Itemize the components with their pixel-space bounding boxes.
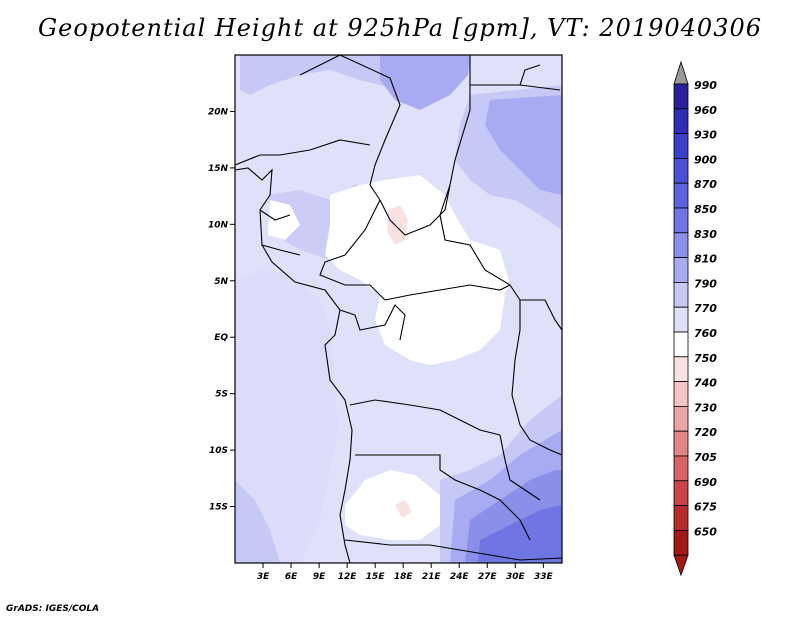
tanzania-border bbox=[499, 434, 541, 501]
colorbar-swatch bbox=[673, 83, 689, 110]
colorbar-swatch bbox=[673, 356, 689, 382]
colorbar-label: 870 bbox=[694, 178, 717, 191]
colorbar-swatch bbox=[673, 331, 689, 358]
colorbar: 990 960 930 900 870 850 830 810 790 770 760 750 740 7… bbox=[673, 60, 717, 577]
x-tick-label: 24E bbox=[450, 572, 470, 582]
colorbar-top-arrow bbox=[673, 60, 689, 85]
colorbar-swatch bbox=[673, 480, 689, 506]
field-pink-750-a bbox=[387, 205, 408, 245]
colorbar-swatch bbox=[673, 182, 689, 209]
colorbar-label: 830 bbox=[694, 228, 717, 241]
colorbar-swatch bbox=[673, 207, 689, 234]
field-pink-750-b bbox=[395, 500, 412, 518]
y-tick-label: 5S bbox=[215, 390, 228, 400]
colorbar-label: 960 bbox=[694, 104, 717, 117]
colorbar-label: 850 bbox=[694, 203, 717, 216]
y-tick-label: 15S bbox=[209, 503, 228, 513]
chad-border bbox=[379, 184, 451, 236]
map-frame bbox=[234, 54, 563, 564]
x-tick-label: 21E bbox=[422, 572, 442, 582]
x-tick-label: 12E bbox=[338, 572, 358, 582]
colorbar-label: 790 bbox=[694, 277, 717, 290]
colorbar-swatch bbox=[673, 108, 689, 135]
colorbar-swatch bbox=[673, 381, 689, 407]
grads-credit: GrADS: IGES/COLA bbox=[6, 604, 100, 614]
colorbar-label: 690 bbox=[694, 476, 717, 489]
field-se-870 bbox=[478, 505, 562, 563]
colorbar-swatch bbox=[673, 505, 689, 531]
y-tick-label: 10S bbox=[209, 446, 228, 456]
colorbar-bottom-arrow bbox=[673, 554, 689, 577]
colorbar-label: 730 bbox=[694, 401, 717, 414]
field-sw-810 bbox=[235, 480, 280, 563]
boundaries bbox=[235, 55, 562, 563]
x-tick-label: 30E bbox=[506, 572, 526, 582]
colorbar-label: 810 bbox=[694, 253, 717, 266]
y-tick-label: 5N bbox=[214, 277, 228, 287]
colorbar-swatch bbox=[673, 530, 689, 556]
gabon-congo-border bbox=[339, 304, 406, 341]
y-tick-label: EQ bbox=[214, 333, 228, 343]
colorbar-swatch bbox=[673, 232, 689, 259]
mali-border bbox=[235, 139, 371, 166]
field-west-760 bbox=[268, 200, 300, 240]
colorbar-label: 705 bbox=[694, 451, 717, 464]
x-tick-label: 27E bbox=[478, 572, 498, 582]
colorbar-label: 650 bbox=[694, 525, 717, 538]
libya-egypt-border bbox=[470, 64, 561, 91]
x-tick-label: 18E bbox=[394, 572, 414, 582]
field-north-830 bbox=[380, 55, 470, 110]
colorbar-label: 675 bbox=[694, 501, 717, 514]
colorbar-swatch bbox=[673, 455, 689, 482]
colorbar-swatch bbox=[673, 257, 689, 283]
y-tick-label: 10N bbox=[208, 220, 229, 230]
uganda-border bbox=[520, 299, 562, 331]
cameroon-border bbox=[319, 199, 386, 301]
niger-border bbox=[299, 55, 401, 201]
field-ocean-band bbox=[235, 270, 338, 563]
colorbar-swatch bbox=[673, 157, 689, 184]
colorbar-label: 760 bbox=[694, 327, 717, 340]
namibia-border bbox=[344, 539, 562, 561]
colorbar-label: 930 bbox=[694, 129, 717, 142]
field-ne-830 bbox=[485, 95, 562, 195]
colorbar-swatch bbox=[673, 306, 689, 333]
field-angola-760 bbox=[345, 470, 440, 540]
y-tick-label: 15N bbox=[208, 164, 229, 174]
colorbar-label: 990 bbox=[694, 79, 717, 92]
x-tick-label: 33E bbox=[534, 572, 554, 582]
x-tick-label: 9E bbox=[313, 572, 326, 582]
nigeria-border bbox=[259, 209, 301, 256]
field-congo-760 bbox=[390, 285, 505, 365]
angola-zambia-border bbox=[355, 454, 531, 541]
x-axis: 3E 6E 9E 12E 15E 18E 21E 24E 27E 30E 33E bbox=[257, 563, 554, 582]
colorbar-label: 900 bbox=[694, 153, 717, 166]
chart-title: Geopotential Height at 925hPa [gpm], VT:… bbox=[38, 14, 762, 42]
colorbar-swatch bbox=[673, 281, 689, 308]
drc-angola-border bbox=[349, 399, 501, 436]
colorbar-label: 750 bbox=[694, 352, 717, 365]
colorbar-swatch bbox=[673, 405, 689, 432]
x-tick-label: 3E bbox=[257, 572, 270, 582]
colorbar-label: 770 bbox=[694, 302, 717, 315]
y-tick-label: 20N bbox=[208, 107, 229, 117]
colorbar-label: 720 bbox=[694, 426, 717, 439]
car-border bbox=[384, 284, 511, 301]
colorbar-swatch bbox=[673, 430, 689, 457]
colorbar-label: 740 bbox=[694, 377, 717, 390]
x-tick-label: 6E bbox=[285, 572, 298, 582]
colorbar-swatch bbox=[673, 133, 689, 159]
y-axis: 20N 15N 10N 5N EQ 5S 10S 15S bbox=[208, 107, 235, 513]
x-tick-label: 15E bbox=[366, 572, 386, 582]
